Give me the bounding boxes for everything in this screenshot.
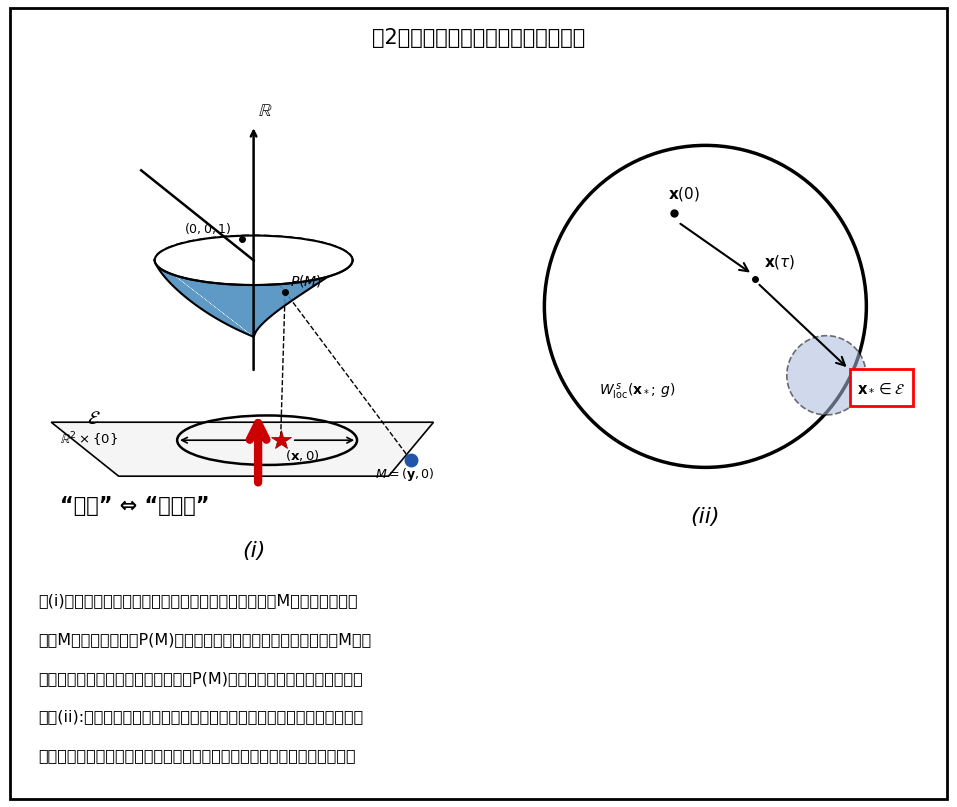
Text: 限遠方に行く時、その方向を保ってP(M)は放物面の境界：地平線に近づ: 限遠方に行く時、その方向を保ってP(M)は放物面の境界：地平線に近づ: [38, 671, 363, 686]
FancyBboxPatch shape: [850, 369, 913, 406]
Text: $\mathcal{E}$: $\mathcal{E}$: [87, 409, 100, 429]
Text: $M=(\mathbf{y},0)$: $M=(\mathbf{y},0)$: [375, 466, 434, 483]
Text: “無限” ⇔ “地平線”: “無限” ⇔ “地平線”: [60, 496, 210, 516]
Text: き、Mを放物面の交点P(M)（の平面上への射影）と対応させる。Mが無: き、Mを放物面の交点P(M)（の平面上への射影）と対応させる。Mが無: [38, 632, 371, 647]
Text: $\mathbf{x}_*\in\mathcal{E}$: $\mathbf{x}_*\in\mathcal{E}$: [857, 380, 905, 395]
Text: く。(ii):解が地平線へ近づく様子。近づき方を記述する集合：「局所安定: く。(ii):解が地平線へ近づく様子。近づき方を記述する集合：「局所安定: [38, 709, 364, 725]
Text: (ii): (ii): [691, 507, 720, 527]
Text: $(0,0,1)$: $(0,0,1)$: [184, 220, 232, 236]
Text: $\mathbf{x}(0)$: $\mathbf{x}(0)$: [668, 185, 701, 203]
Text: $\mathbb{R}^2\times\{0\}$: $\mathbb{R}^2\times\{0\}$: [60, 431, 119, 449]
Text: $P(M)$: $P(M)$: [290, 273, 322, 289]
Text: $W^{\,s}_{\mathrm{loc}}(\mathbf{x}_*;\,g)$: $W^{\,s}_{\mathrm{loc}}(\mathbf{x}_*;\,g…: [599, 382, 676, 402]
Polygon shape: [155, 261, 352, 337]
Ellipse shape: [155, 236, 352, 285]
Text: 多様体」の記述をもって、発散する解、特に爆発解の記述が実現される。: 多様体」の記述をもって、発散する解、特に爆発解の記述が実現される。: [38, 748, 356, 763]
Text: $\mathbf{x}(\tau)$: $\mathbf{x}(\tau)$: [764, 253, 795, 271]
Text: $\mathbb{R}$: $\mathbb{R}$: [258, 102, 273, 120]
Polygon shape: [52, 422, 434, 476]
Circle shape: [787, 336, 866, 415]
Text: $(\mathbf{x},0)$: $(\mathbf{x},0)$: [285, 449, 320, 463]
Text: (i): (i): [242, 541, 265, 561]
Text: (i)：平面の放物面への埋め込み。焦点と平面上の点Mを通る線分を引: (i)：平面の放物面への埋め込み。焦点と平面上の点Mを通る線分を引: [38, 593, 358, 608]
Text: 図2：無限への発散＝地平線への収束: 図2：無限への発散＝地平線への収束: [372, 28, 585, 48]
